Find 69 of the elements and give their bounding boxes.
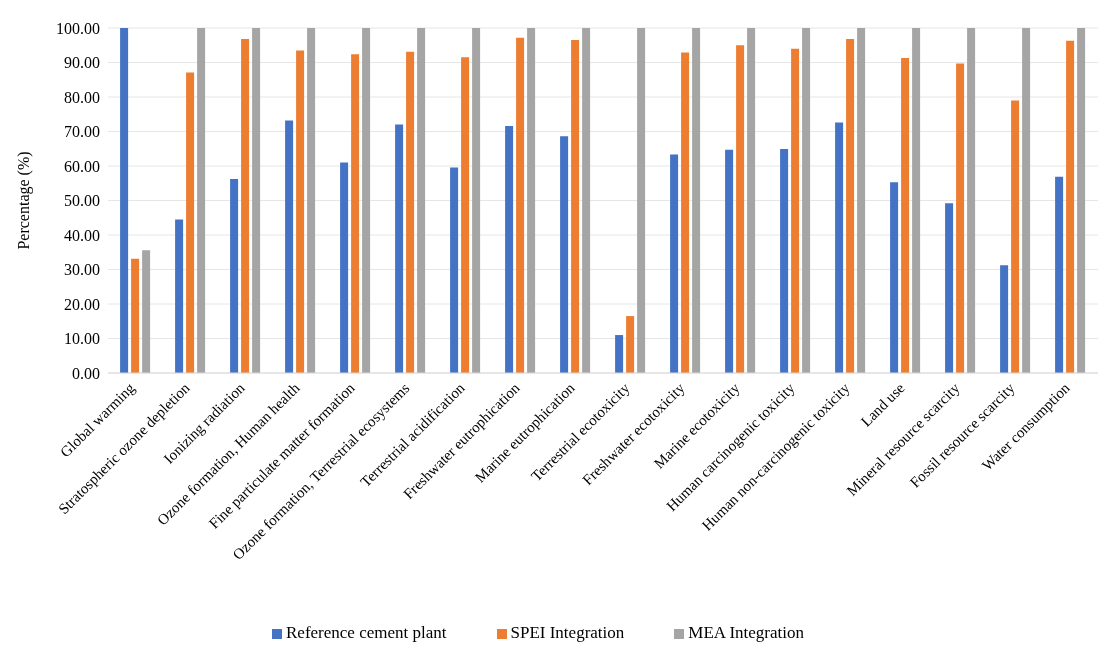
- bar: [890, 182, 899, 373]
- bar: [296, 50, 305, 373]
- bar: [230, 179, 239, 373]
- bar: [252, 28, 261, 373]
- bar: [615, 335, 624, 373]
- bar: [1066, 40, 1075, 373]
- bar: [780, 149, 789, 373]
- legend-label: MEA Integration: [688, 623, 804, 642]
- bar: [560, 136, 569, 373]
- bar: [1000, 265, 1009, 373]
- bar: [901, 58, 910, 373]
- y-tick-label: 10.00: [64, 330, 100, 348]
- y-axis-title: Percentage (%): [14, 151, 33, 250]
- bar: [967, 28, 976, 373]
- bar: [362, 28, 371, 373]
- bar: [835, 122, 844, 373]
- bar: [945, 203, 954, 373]
- bar: [747, 28, 756, 373]
- bar: [582, 28, 591, 373]
- bar: [186, 72, 195, 373]
- bar: [1055, 176, 1064, 373]
- bar: [285, 120, 294, 373]
- y-tick-label: 90.00: [64, 54, 100, 72]
- bar: [956, 63, 965, 373]
- bar: [857, 28, 866, 373]
- bar: [516, 37, 525, 373]
- bar: [351, 54, 360, 373]
- y-tick-label: 100.00: [56, 19, 100, 37]
- y-tick-label: 20.00: [64, 295, 100, 313]
- legend-label: SPEI Integration: [510, 623, 625, 642]
- bar: [527, 28, 536, 373]
- bar: [197, 28, 206, 373]
- bar: [307, 28, 316, 373]
- bar: [736, 45, 745, 373]
- bar: [1011, 100, 1020, 373]
- bar: [1077, 28, 1086, 373]
- bar: [472, 28, 481, 373]
- bar: [505, 125, 514, 373]
- bar: [142, 250, 151, 373]
- y-tick-label: 80.00: [64, 88, 100, 106]
- bar: [626, 316, 635, 373]
- bar: [131, 258, 140, 373]
- bar: [340, 162, 349, 373]
- y-tick-label: 70.00: [64, 123, 100, 141]
- bar: [120, 28, 129, 373]
- legend-label: Reference cement plant: [286, 623, 447, 642]
- bar: [241, 39, 250, 373]
- bar: [461, 57, 470, 373]
- bar: [637, 28, 646, 373]
- bar: [395, 124, 404, 373]
- bar: [1022, 28, 1031, 373]
- y-tick-label: 60.00: [64, 157, 100, 175]
- bar: [681, 52, 690, 373]
- bar: [802, 28, 811, 373]
- bar: [692, 28, 701, 373]
- y-tick-label: 50.00: [64, 192, 100, 210]
- bar: [571, 40, 580, 373]
- bar: [670, 154, 679, 373]
- y-tick-label: 0.00: [72, 364, 100, 382]
- bar: [725, 149, 734, 373]
- bar: [846, 39, 855, 373]
- bar: [406, 51, 415, 373]
- y-tick-label: 30.00: [64, 261, 100, 279]
- y-tick-label: 40.00: [64, 226, 100, 244]
- bar: [450, 167, 459, 373]
- bar: [175, 219, 184, 373]
- bar: [791, 48, 800, 373]
- bar: [912, 28, 921, 373]
- bar: [417, 28, 426, 373]
